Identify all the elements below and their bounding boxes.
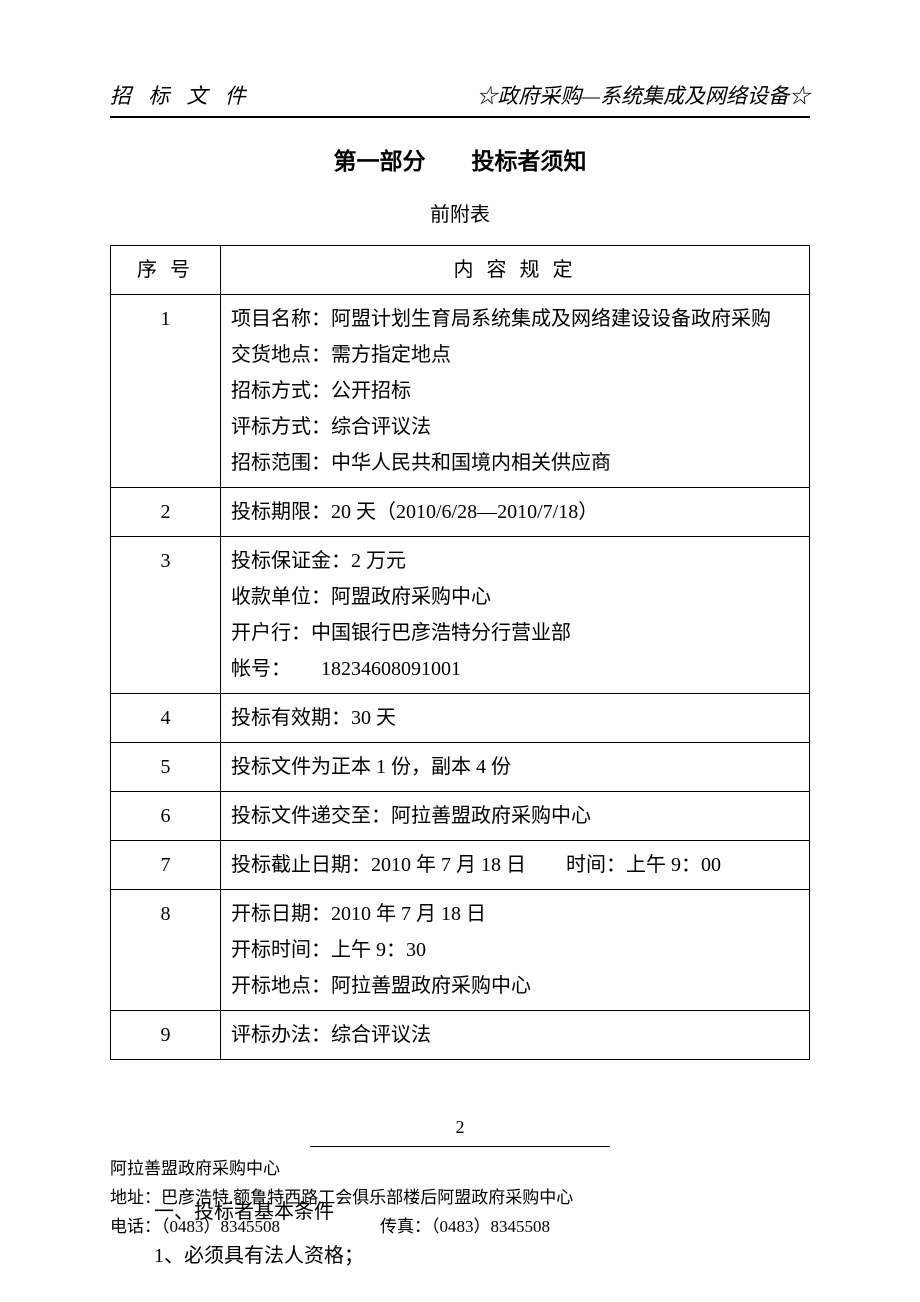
main-table: 序 号 内 容 规 定 1项目名称：阿盟计划生育局系统集成及网络建设设备政府采购… <box>110 245 810 1060</box>
cell-seq: 5 <box>111 743 221 792</box>
cell-content: 项目名称：阿盟计划生育局系统集成及网络建设设备政府采购交货地点：需方指定地点招标… <box>221 295 810 488</box>
table-row: 7 投标截止日期：2010 年 7 月 18 日 时间：上午 9：00 <box>111 841 810 890</box>
cell-seq: 3 <box>111 537 221 694</box>
cell-content: 投标文件为正本 1 份，副本 4 份 <box>221 743 810 792</box>
cell-content: 投标有效期：30 天 <box>221 694 810 743</box>
cell-line: 帐号： 18234608091001 <box>231 651 799 687</box>
th-seq: 序 号 <box>111 246 221 295</box>
cell-seq: 9 <box>111 1011 221 1060</box>
cell-line: 招标范围：中华人民共和国境内相关供应商 <box>231 445 799 481</box>
cell-line: 投标有效期：30 天 <box>231 700 799 736</box>
section-title: 第一部分 投标者须知 <box>110 142 810 176</box>
cell-line: 投标保证金：2 万元 <box>231 543 799 579</box>
cell-seq: 6 <box>111 792 221 841</box>
cell-content: 投标保证金：2 万元收款单位：阿盟政府采购中心开户行：中国银行巴彦浩特分行营业部… <box>221 537 810 694</box>
table-row: 5 投标文件为正本 1 份，副本 4 份 <box>111 743 810 792</box>
header-right: ☆政府采购—系统集成及网络设备☆ <box>476 80 810 110</box>
page-footer: 2 阿拉善盟政府采购中心 地址：巴彦浩特.额鲁特西路工会俱乐部楼后阿盟政府采购中… <box>110 1098 810 1242</box>
th-content: 内 容 规 定 <box>221 246 810 295</box>
footer-rule <box>310 1146 610 1147</box>
cell-line: 开标地点：阿拉善盟政府采购中心 <box>231 968 799 1004</box>
cell-content: 开标日期：2010 年 7 月 18 日开标时间：上午 9：30开标地点：阿拉善… <box>221 890 810 1011</box>
cell-line: 投标截止日期：2010 年 7 月 18 日 时间：上午 9：00 <box>231 847 799 883</box>
page-header: 招 标 文 件 ☆政府采购—系统集成及网络设备☆ <box>110 80 810 110</box>
cell-line: 项目名称：阿盟计划生育局系统集成及网络建设设备政府采购 <box>231 301 799 337</box>
table-row: 1项目名称：阿盟计划生育局系统集成及网络建设设备政府采购交货地点：需方指定地点招… <box>111 295 810 488</box>
cell-content: 投标期限：20 天（2010/6/28—2010/7/18） <box>221 488 810 537</box>
cell-seq: 8 <box>111 890 221 1011</box>
footer-fax: 传真：（0483）8345508 <box>380 1213 550 1242</box>
cell-seq: 7 <box>111 841 221 890</box>
cell-seq: 4 <box>111 694 221 743</box>
table-row: 8开标日期：2010 年 7 月 18 日开标时间：上午 9：30开标地点：阿拉… <box>111 890 810 1011</box>
cell-line: 投标文件为正本 1 份，副本 4 份 <box>231 749 799 785</box>
cell-line: 交货地点：需方指定地点 <box>231 337 799 373</box>
footer-org: 阿拉善盟政府采购中心 <box>110 1155 810 1184</box>
cell-line: 投标期限：20 天（2010/6/28—2010/7/18） <box>231 494 799 530</box>
cell-seq: 2 <box>111 488 221 537</box>
page-number: 2 <box>110 1112 810 1143</box>
pre-table-label: 前附表 <box>110 198 810 227</box>
table-header-row: 序 号 内 容 规 定 <box>111 246 810 295</box>
cell-content: 投标文件递交至：阿拉善盟政府采购中心 <box>221 792 810 841</box>
header-rule <box>110 116 810 118</box>
table-row: 4 投标有效期：30 天 <box>111 694 810 743</box>
footer-address: 地址：巴彦浩特.额鲁特西路工会俱乐部楼后阿盟政府采购中心 <box>110 1184 810 1213</box>
header-left: 招 标 文 件 <box>110 80 252 110</box>
cell-line: 评标办法：综合评议法 <box>231 1017 799 1053</box>
table-row: 6 投标文件递交至：阿拉善盟政府采购中心 <box>111 792 810 841</box>
cell-line: 开标时间：上午 9：30 <box>231 932 799 968</box>
cell-line: 收款单位：阿盟政府采购中心 <box>231 579 799 615</box>
table-row: 9 评标办法：综合评议法 <box>111 1011 810 1060</box>
footer-phone: 电话：（0483）8345508 <box>110 1213 280 1242</box>
cell-line: 评标方式：综合评议法 <box>231 409 799 445</box>
cell-seq: 1 <box>111 295 221 488</box>
cell-line: 开户行：中国银行巴彦浩特分行营业部 <box>231 615 799 651</box>
cell-content: 评标办法：综合评议法 <box>221 1011 810 1060</box>
table-row: 2 投标期限：20 天（2010/6/28—2010/7/18） <box>111 488 810 537</box>
cell-line: 开标日期：2010 年 7 月 18 日 <box>231 896 799 932</box>
cell-line: 投标文件递交至：阿拉善盟政府采购中心 <box>231 798 799 834</box>
cell-line: 招标方式：公开招标 <box>231 373 799 409</box>
cell-content: 投标截止日期：2010 年 7 月 18 日 时间：上午 9：00 <box>221 841 810 890</box>
table-row: 3投标保证金：2 万元收款单位：阿盟政府采购中心开户行：中国银行巴彦浩特分行营业… <box>111 537 810 694</box>
